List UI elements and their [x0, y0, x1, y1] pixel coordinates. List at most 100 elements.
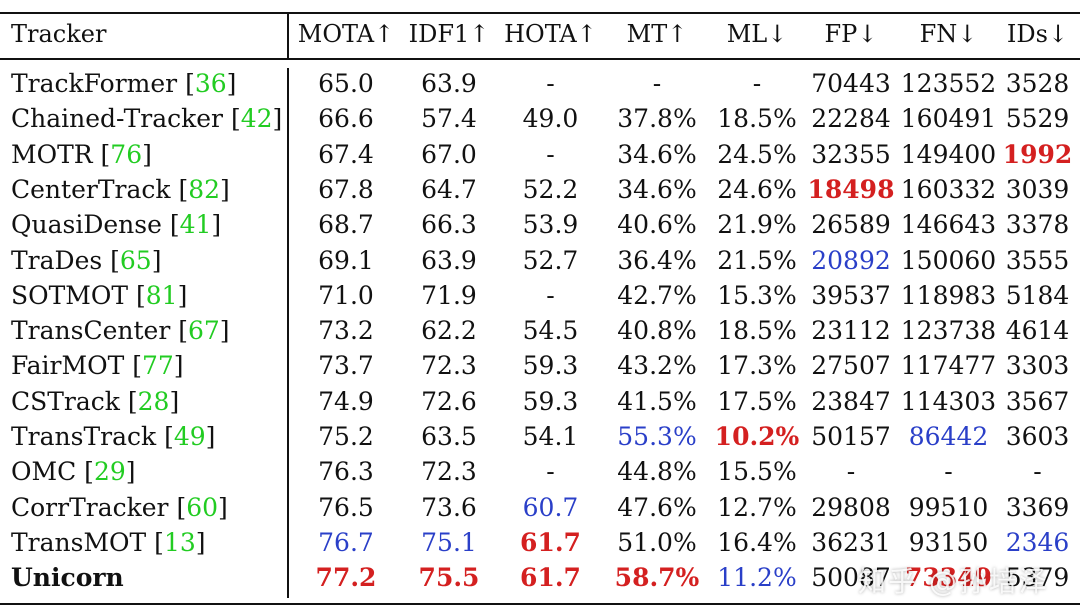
cell-idf1: 72.6 — [421, 386, 477, 416]
cell-mt: 34.6% — [617, 139, 697, 169]
cell-fp: 22284 — [811, 104, 891, 134]
cell-fn: 150060 — [900, 245, 997, 275]
citation-link[interactable]: 77 — [141, 351, 174, 381]
cell-hota: 59.3 — [522, 351, 579, 381]
cell-mt: 37.8% — [617, 104, 697, 134]
cell-hota: 61.7 — [520, 527, 581, 557]
cell-idf1: 67.0 — [421, 139, 477, 169]
cell-mota: 76.7 — [318, 527, 374, 557]
tracker-name-text: CorrTracker — [11, 492, 169, 522]
citation-link[interactable]: 41 — [179, 210, 212, 240]
table-row: CSTrack [28] 74.9 72.6 59.3 41.5% 17.5% 23847 1… — [0, 384, 1080, 419]
header-fp: FP↓ — [824, 20, 878, 48]
cell-ml: 17.3% — [717, 351, 797, 381]
cell-mota: 76.3 — [318, 457, 374, 487]
cell-ids: 1992 — [1002, 139, 1073, 169]
cell-hota: 60.7 — [522, 492, 579, 522]
cell-mt: 58.7% — [614, 563, 700, 593]
top-rule — [0, 12, 1080, 14]
citation-link[interactable]: 82 — [188, 174, 221, 204]
citation-link[interactable]: 76 — [110, 139, 143, 169]
cell-ml: 18.5% — [717, 104, 797, 134]
cell-hota: 52.2 — [522, 174, 579, 204]
cell-fp: 20892 — [811, 245, 891, 275]
tracker-name-text: CenterTrack — [11, 174, 171, 204]
tracker-name: SOTMOT [81] — [11, 280, 188, 310]
citation-link[interactable]: 28 — [137, 386, 170, 416]
table-row: TrackFormer [36] 65.0 63.9 - - - 70443 123552 35… — [0, 66, 1080, 101]
cell-ids: 5529 — [1005, 104, 1070, 134]
cell-idf1: 73.6 — [421, 492, 477, 522]
cell-ml: 12.7% — [717, 492, 797, 522]
citation-link[interactable]: 42 — [240, 104, 273, 134]
cell-idf1: 64.7 — [421, 174, 477, 204]
cell-idf1: 62.2 — [421, 316, 477, 346]
cell-idf1: 57.4 — [421, 104, 477, 134]
cell-ml: 10.2% — [714, 422, 800, 451]
table-row: CenterTrack [82] 67.8 64.7 52.2 34.6% 24.6% 18… — [0, 172, 1080, 207]
cell-mota: 73.2 — [318, 316, 374, 346]
cell-idf1: 72.3 — [421, 457, 477, 487]
cell-mt: 55.3% — [617, 422, 697, 451]
tracker-name: CorrTracker [60] — [11, 492, 228, 522]
cell-hota: 49.0 — [522, 104, 579, 134]
header-row: Tracker MOTA↑ IDF1↑ HOTA↑ MT↑ ML↓ FP↓ FN… — [0, 14, 1080, 54]
cell-ids: 4614 — [1005, 316, 1070, 346]
table-row: Chained-Tracker [42] 66.6 57.4 49.0 37.8% 18.… — [0, 101, 1080, 136]
table-row: CorrTracker [60] 76.5 73.6 60.7 47.6% 12.7% 29… — [0, 490, 1080, 525]
citation-link[interactable]: 13 — [163, 527, 196, 557]
cell-ml: 16.4% — [717, 527, 797, 557]
cell-ids: 3039 — [1005, 174, 1070, 204]
header-divider — [287, 14, 289, 58]
cell-mt: 47.6% — [617, 492, 697, 522]
citation-link[interactable]: 67 — [187, 316, 220, 346]
cell-ids: 2346 — [1005, 527, 1070, 557]
cell-hota: 54.1 — [522, 422, 579, 451]
cell-mt: 41.5% — [617, 386, 697, 416]
citation-link[interactable]: 36 — [194, 69, 227, 98]
citation-link[interactable]: 65 — [119, 245, 152, 275]
cell-mt: 51.0% — [617, 527, 697, 557]
cell-mt: 44.8% — [617, 457, 697, 487]
tracker-name: Unicorn — [11, 560, 124, 595]
table-row: MOTR [76] 67.4 67.0 - 34.6% 24.5% 32355 149400 1… — [0, 137, 1080, 172]
table-row: TransCenter [67] 73.2 62.2 54.5 40.8% 18.5% 23… — [0, 313, 1080, 348]
citation-link[interactable]: 29 — [93, 457, 126, 487]
cell-hota: 53.9 — [522, 210, 579, 240]
cell-ml: 21.5% — [717, 245, 797, 275]
citation-link[interactable]: 60 — [186, 492, 219, 522]
cell-hota: - — [546, 457, 555, 487]
cell-fn: - — [944, 457, 953, 487]
cell-fn: 93150 — [908, 527, 989, 557]
cell-mota: 65.0 — [318, 69, 374, 98]
watermark-text: 知乎 @孙培泽 — [858, 565, 1049, 598]
cell-hota: - — [546, 139, 555, 169]
tracker-name: QuasiDense [41] — [11, 210, 222, 240]
cell-ids: 5379 — [1005, 563, 1070, 593]
cell-fp: 36231 — [811, 527, 891, 557]
tracker-name-text: TraDes — [11, 245, 103, 275]
cell-mota: 66.6 — [318, 104, 374, 134]
header-ml: ML↓ — [726, 20, 788, 48]
cell-hota: 54.5 — [522, 316, 579, 346]
tracker-name-text: Unicorn — [11, 563, 124, 593]
tracker-name: Chained-Tracker [42] — [11, 104, 283, 134]
body-divider — [287, 68, 289, 598]
table-row: FairMOT [77] 73.7 72.3 59.3 43.2% 17.3% 27507 1… — [0, 348, 1080, 383]
cell-fp: 18498 — [807, 174, 895, 204]
cell-mt: 40.8% — [617, 316, 697, 346]
header-rule — [0, 58, 1080, 60]
cell-ml: 24.6% — [717, 174, 797, 204]
table-row: OMC [29] 76.3 72.3 - 44.8% 15.5% - - - — [0, 454, 1080, 489]
header-tracker: Tracker — [11, 20, 107, 48]
citation-link[interactable]: 81 — [145, 280, 178, 310]
table-row: QuasiDense [41] 68.7 66.3 53.9 40.6% 21.9% 265… — [0, 207, 1080, 242]
citation-link[interactable]: 49 — [173, 422, 206, 451]
header-mota: MOTA↑ — [297, 20, 395, 48]
cell-fn: 86442 — [908, 422, 989, 451]
table-row: TraDes [65] 69.1 63.9 52.7 36.4% 21.5% 20892 15… — [0, 243, 1080, 278]
cell-fn: 146643 — [900, 210, 997, 240]
cell-ml: 17.5% — [717, 386, 797, 416]
cell-ids: 3378 — [1005, 210, 1070, 240]
cell-fn: 160332 — [900, 174, 997, 204]
